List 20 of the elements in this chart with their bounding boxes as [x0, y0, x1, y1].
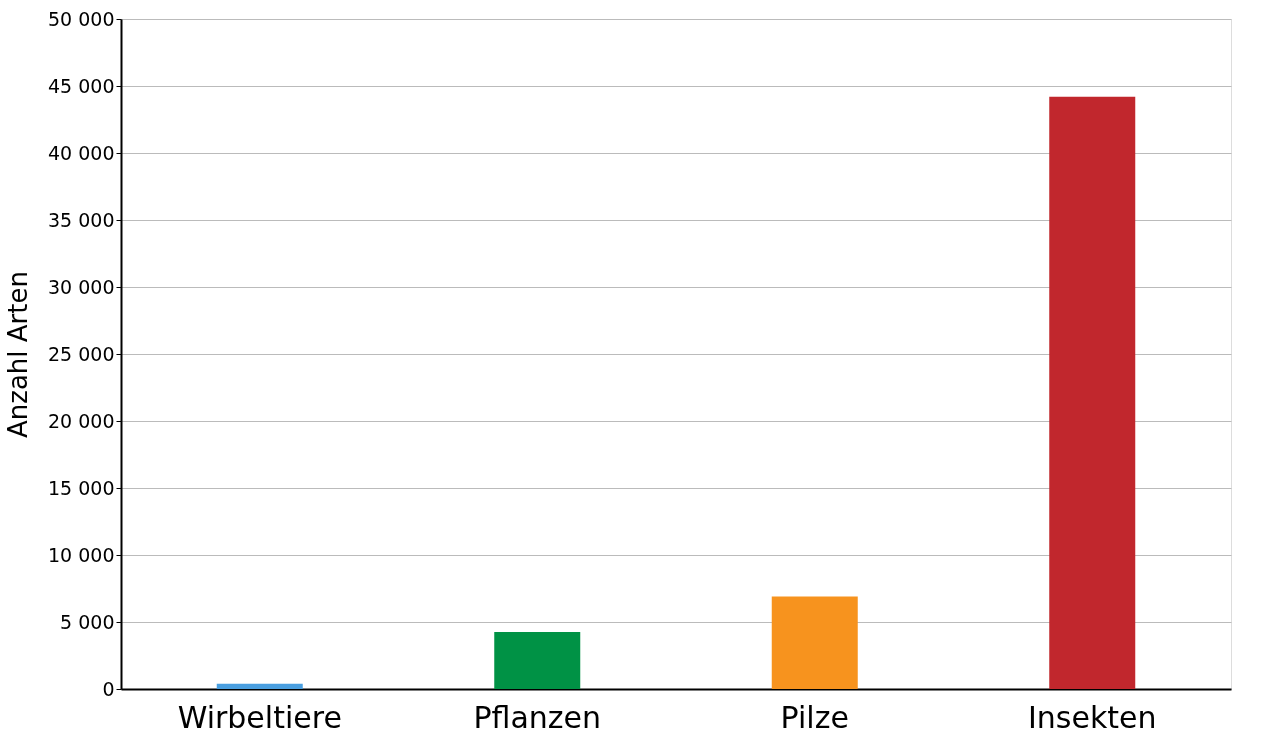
bar — [216, 683, 303, 689]
y-tick-label: 25 000 — [48, 342, 115, 365]
y-tick-label: 50 000 — [48, 7, 115, 30]
y-axis-title: Anzahl Arten — [3, 271, 34, 438]
x-tick-label: Pilze — [780, 699, 849, 735]
y-tick-label: 20 000 — [48, 409, 115, 432]
y-tick-label: 35 000 — [48, 208, 115, 231]
y-tick-label: 15 000 — [48, 476, 115, 499]
bar — [1049, 96, 1136, 689]
y-tick-label: 30 000 — [48, 275, 115, 298]
y-tick-label: 10 000 — [48, 543, 115, 566]
y-tick-label: 45 000 — [48, 74, 115, 97]
bar — [494, 632, 581, 689]
y-tick-label: 0 — [102, 677, 115, 700]
y-tick-label: 5 000 — [60, 610, 115, 633]
bar — [771, 596, 858, 689]
x-tick-label: Wirbeltiere — [177, 699, 342, 735]
x-tick-label: Pflanzen — [473, 699, 602, 735]
x-tick-label: Insekten — [1027, 699, 1157, 735]
y-tick-label: 40 000 — [48, 141, 115, 164]
